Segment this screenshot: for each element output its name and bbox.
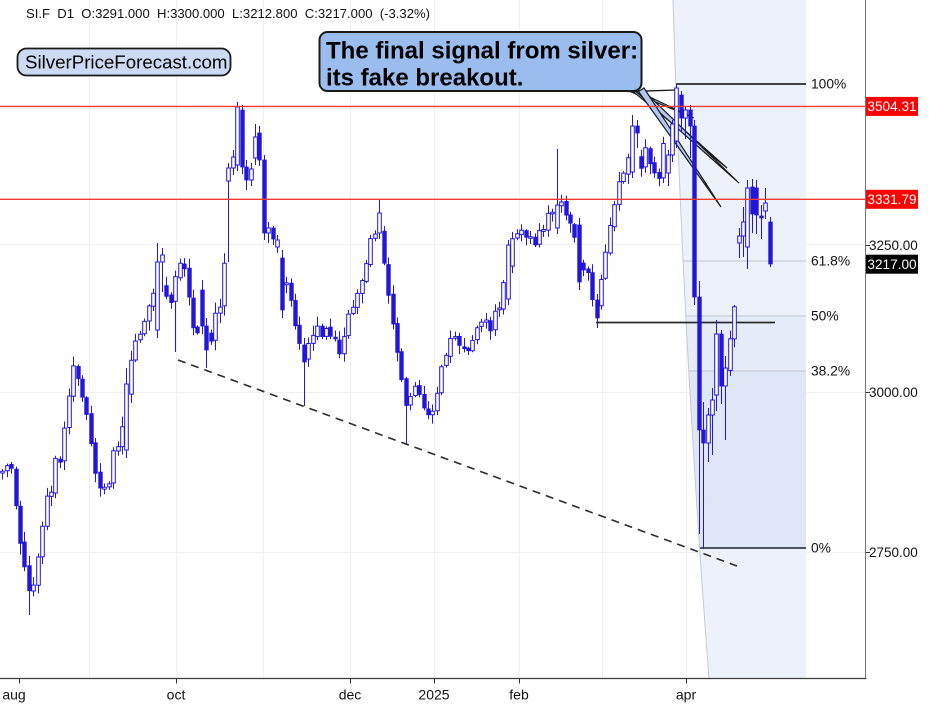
svg-text:3217.00: 3217.00	[867, 257, 917, 272]
svg-text:3331.79: 3331.79	[867, 192, 916, 207]
svg-text:dec: dec	[339, 687, 362, 703]
svg-text:oct: oct	[167, 687, 186, 703]
svg-text:61.8%: 61.8%	[811, 254, 850, 269]
svg-text:3250.00: 3250.00	[869, 238, 918, 253]
svg-text:3000.00: 3000.00	[869, 385, 918, 400]
svg-text:its fake breakout.: its fake breakout.	[326, 65, 523, 92]
svg-text:apr: apr	[676, 687, 697, 703]
svg-text:SI.F D1 O:3291.000 H:3300.0: SI.F D1 O:3291.000 H:3300.000 L:3212.800…	[26, 6, 430, 21]
svg-text:The final signal from silver:: The final signal from silver:	[326, 38, 638, 65]
svg-text:3504.31: 3504.31	[867, 99, 916, 114]
svg-text:2750.00: 2750.00	[869, 545, 918, 560]
svg-text:SilverPriceForecast.com: SilverPriceForecast.com	[25, 52, 228, 73]
svg-text:50%: 50%	[811, 309, 839, 324]
svg-text:38.2%: 38.2%	[811, 364, 850, 379]
svg-text:aug: aug	[2, 687, 25, 703]
svg-text:0%: 0%	[811, 541, 831, 556]
svg-text:feb: feb	[509, 687, 529, 703]
svg-text:2025: 2025	[418, 687, 449, 703]
svg-text:100%: 100%	[811, 77, 846, 92]
